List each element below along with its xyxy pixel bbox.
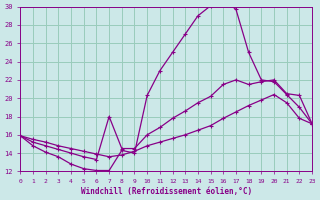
X-axis label: Windchill (Refroidissement éolien,°C): Windchill (Refroidissement éolien,°C) — [81, 187, 252, 196]
